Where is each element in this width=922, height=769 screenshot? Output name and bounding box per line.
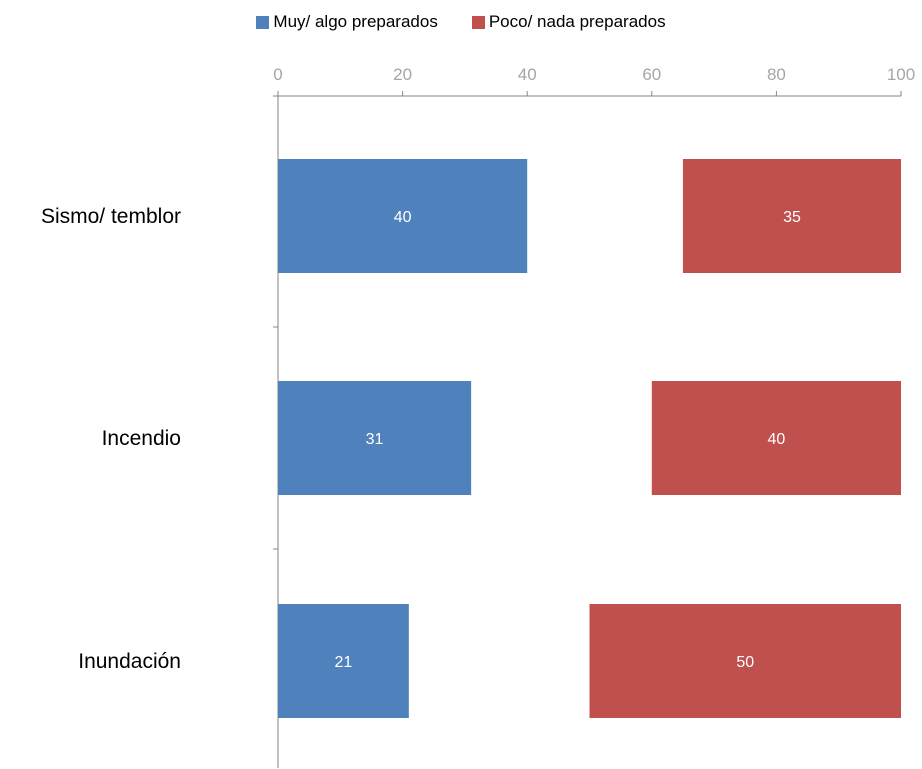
legend-item-muy-algo: Muy/ algo preparados [256, 12, 438, 32]
legend-label-poco-nada: Poco/ nada preparados [488, 12, 666, 31]
x-tick-label: 60 [642, 65, 661, 84]
legend-swatch-red [471, 15, 485, 29]
bar [682, 159, 901, 273]
bar-data-label: 50 [736, 654, 754, 671]
x-tick-label: 80 [767, 65, 786, 84]
x-tick-label: 40 [518, 65, 537, 84]
bar-data-label: 21 [335, 654, 353, 671]
bar [278, 381, 472, 495]
x-tick-label: 100 [887, 65, 915, 84]
x-tick-label: 0 [273, 65, 282, 84]
x-tick-label: 20 [393, 65, 412, 84]
legend: Muy/ algo preparados Poco/ nada preparad… [0, 12, 922, 32]
bar-data-label: 35 [783, 209, 801, 226]
bar [651, 381, 901, 495]
bar [278, 159, 528, 273]
category-label: Inundación [78, 650, 181, 673]
category-label: Sismo/ temblor [41, 205, 181, 228]
bar-data-label: 31 [366, 431, 384, 448]
bar-data-label: 40 [768, 431, 786, 448]
legend-label-muy-algo: Muy/ algo preparados [273, 12, 438, 31]
category-label: Incendio [102, 427, 181, 450]
legend-swatch-blue [256, 15, 270, 29]
legend-item-poco-nada: Poco/ nada preparados [471, 12, 666, 32]
bar [278, 604, 409, 718]
bar [589, 604, 901, 718]
bar-data-label: 40 [394, 209, 412, 226]
